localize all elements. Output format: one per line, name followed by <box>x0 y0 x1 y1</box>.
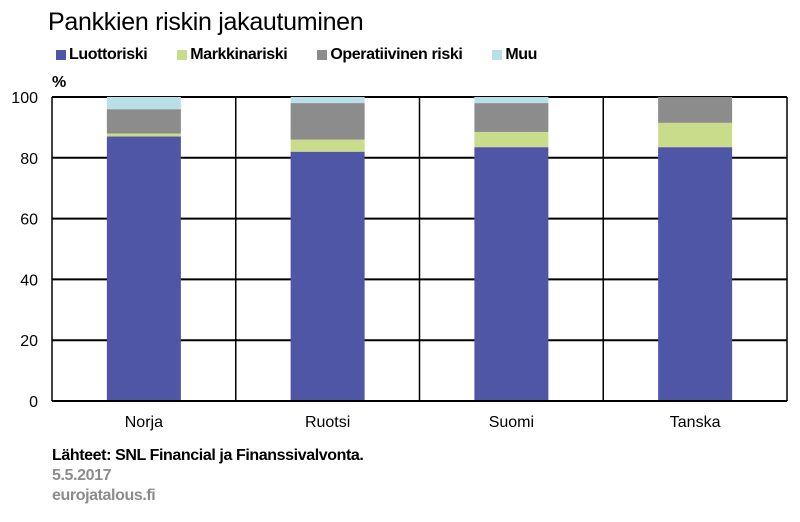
bar-segment-norja-markkinariski <box>106 133 181 137</box>
legend-item-other: Muu <box>492 46 537 64</box>
bar-segment-suomi-muu <box>474 97 549 104</box>
legend-label-other: Muu <box>505 46 538 63</box>
legend-swatch-market-risk <box>177 50 188 60</box>
bar-segment-norja-luottoriski <box>106 136 181 401</box>
bar-segment-suomi-markkinariski <box>474 131 549 148</box>
y-tick-label-60: 60 <box>20 212 38 229</box>
bar-segment-norja-operatiivinen-riski <box>106 109 181 134</box>
site-name: eurojatalous.fi <box>52 487 156 504</box>
footer: Lähteet: SNL Financial ja Finanssivalvon… <box>52 446 364 506</box>
y-tick-label-20: 20 <box>20 333 38 350</box>
publication-date: 5.5.2017 <box>52 467 112 484</box>
legend-label-credit-risk: Luottoriski <box>69 46 148 63</box>
legend-item-credit-risk: Luottoriski <box>56 46 148 64</box>
bar-segment-tanska-operatiivinen-riski <box>658 97 733 123</box>
y-tick-label-40: 40 <box>20 272 38 289</box>
x-tick-label-tanska: Tanska <box>670 414 721 431</box>
bar-segment-suomi-luottoriski <box>474 147 549 401</box>
bar-segment-tanska-markkinariski <box>658 122 733 148</box>
bar-segment-ruotsi-luottoriski <box>290 151 365 401</box>
legend-label-operational-risk: Operatiivinen riski <box>330 46 463 63</box>
legend-label-market-risk: Markkinariski <box>190 46 288 63</box>
legend-swatch-operational-risk <box>317 50 328 60</box>
y-tick-label-0: 0 <box>29 394 38 411</box>
bar-segment-ruotsi-muu <box>290 97 365 104</box>
bar-segment-norja-muu <box>106 97 181 110</box>
bar-segment-suomi-operatiivinen-riski <box>474 103 549 132</box>
legend-swatch-other <box>492 50 503 60</box>
x-tick-label-ruotsi: Ruotsi <box>305 414 350 431</box>
stacked-bar-chart: Norja Ruotsi Suomi Tanska 0 20 40 60 80 100 <box>11 90 788 431</box>
bar-segment-tanska-luottoriski <box>658 147 733 401</box>
y-axis-unit: % <box>52 74 67 91</box>
legend-item-operational-risk: Operatiivinen riski <box>317 46 463 64</box>
chart-title: Pankkien riskin jakautuminen <box>48 8 364 36</box>
source-note: Lähteet: SNL Financial ja Finanssivalvon… <box>52 447 364 464</box>
y-tick-label-100: 100 <box>11 90 38 107</box>
x-tick-label-norja: Norja <box>125 414 163 431</box>
x-tick-label-suomi: Suomi <box>489 414 534 431</box>
legend-item-market-risk: Markkinariski <box>177 46 288 64</box>
y-tick-label-80: 80 <box>20 151 38 168</box>
bar-segment-ruotsi-markkinariski <box>290 139 365 152</box>
bar-segment-ruotsi-operatiivinen-riski <box>290 103 365 140</box>
chart-legend: Luottoriski Markkinariski Operatiivinen … <box>56 46 567 64</box>
legend-swatch-credit-risk <box>56 50 66 60</box>
